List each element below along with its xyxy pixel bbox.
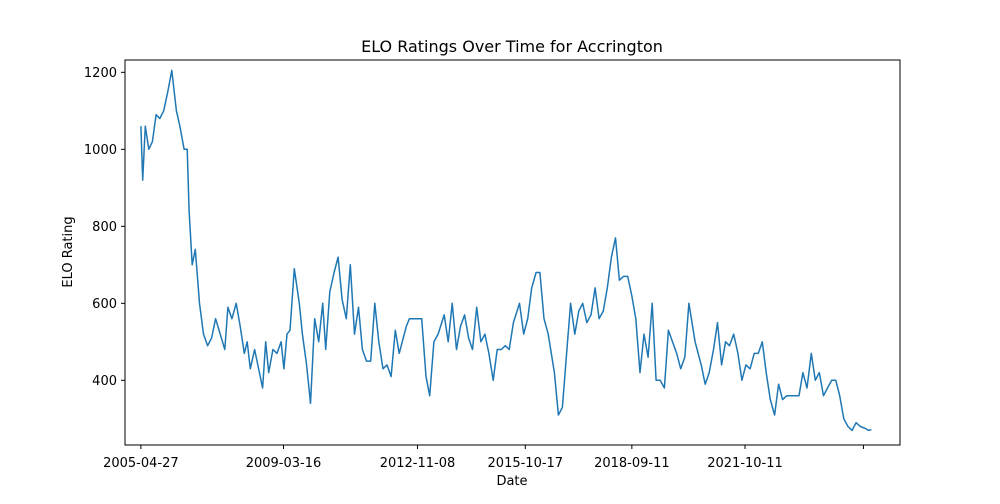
y-tick-label: 800 xyxy=(92,220,117,235)
y-tick-label: 400 xyxy=(92,374,117,389)
y-axis: 400 600 800 1000 1200 xyxy=(84,66,125,389)
plot-area xyxy=(140,69,872,432)
series-line-0 xyxy=(140,69,872,432)
y-tick-label: 600 xyxy=(92,297,117,312)
x-tick-label: 2018-09-11 xyxy=(594,456,670,471)
chart-title: ELO Ratings Over Time for Accrington xyxy=(361,37,663,56)
axes-frame xyxy=(124,59,901,446)
x-axis-label: Date xyxy=(496,474,527,489)
y-tick-label: 1000 xyxy=(84,143,117,158)
x-tick-label: 2015-10-17 xyxy=(488,456,564,471)
x-tick-label: 2012-11-08 xyxy=(380,456,456,471)
x-tick-label: 2021-10-11 xyxy=(707,456,783,471)
x-axis: 2005-04-27 2009-03-16 2012-11-08 2015-10-17… xyxy=(103,445,864,471)
x-tick-label: 2005-04-27 xyxy=(103,456,179,471)
x-tick-label: 2009-03-16 xyxy=(246,456,322,471)
y-axis-label: ELO Rating xyxy=(61,216,76,287)
y-tick-label: 1200 xyxy=(84,66,117,81)
